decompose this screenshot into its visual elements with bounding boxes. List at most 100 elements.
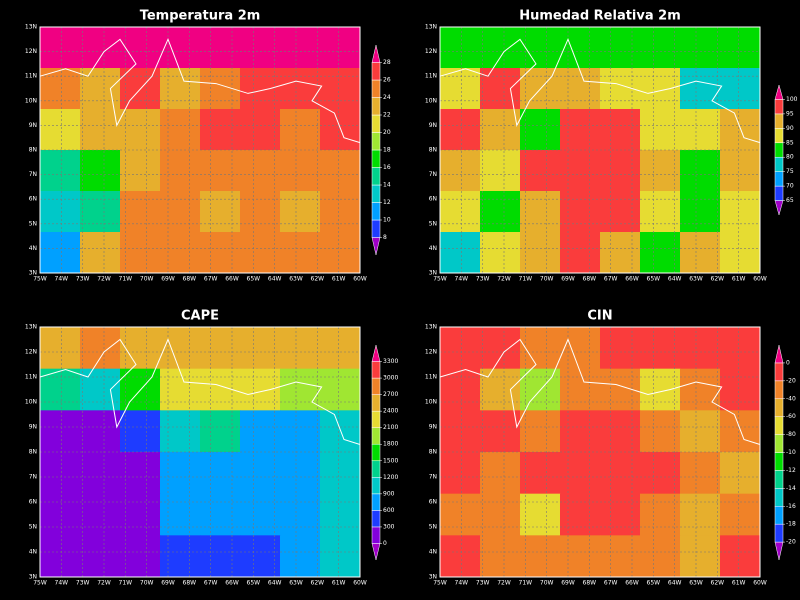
y-tick-label: 10N xyxy=(25,97,37,104)
y-tick-label: 9N xyxy=(429,122,437,129)
field-cell xyxy=(320,68,361,110)
panel-title: CAPE xyxy=(181,309,219,324)
y-tick-label: 5N xyxy=(29,220,37,227)
field-cell xyxy=(160,68,201,110)
field-cell xyxy=(480,109,521,151)
field-cell xyxy=(640,327,681,370)
colorbar-label: 26 xyxy=(383,77,391,84)
field-cell xyxy=(560,68,601,110)
field-cell xyxy=(640,535,681,578)
field-cell xyxy=(480,535,521,578)
field-cell xyxy=(320,493,361,536)
colorbar-tip xyxy=(774,200,784,216)
colorbar-segment xyxy=(774,434,784,453)
colorbar-label: 24 xyxy=(383,94,391,101)
colorbar-tip xyxy=(371,44,381,63)
field-cell xyxy=(600,493,641,536)
x-tick-label: 71W xyxy=(519,276,533,283)
field-cell xyxy=(440,368,481,411)
x-tick-label: 62W xyxy=(311,580,325,587)
y-tick-label: 3N xyxy=(29,574,37,581)
field-cell xyxy=(560,191,601,233)
y-tick-label: 9N xyxy=(29,424,37,431)
field-cell xyxy=(40,109,81,151)
field-cell xyxy=(160,493,201,536)
field-cell xyxy=(200,150,241,192)
field-cell xyxy=(600,191,641,233)
field-cell xyxy=(720,68,761,110)
field-cell xyxy=(720,535,761,578)
field-cell xyxy=(600,410,641,453)
field-cell xyxy=(160,191,201,233)
plot-frame xyxy=(439,26,761,274)
colorbar-label: 100 xyxy=(786,96,798,103)
field-cell xyxy=(560,535,601,578)
y-tick-label: 8N xyxy=(29,147,37,154)
field-cell xyxy=(80,452,121,495)
field-cell xyxy=(640,452,681,495)
y-tick-label: 6N xyxy=(429,499,437,506)
y-tick-label: 8N xyxy=(29,449,37,456)
coastline xyxy=(439,37,761,144)
y-tick-label: 12N xyxy=(25,349,37,356)
field-cell xyxy=(560,150,601,192)
field-cell xyxy=(320,109,361,151)
colorbar-segment xyxy=(371,149,381,168)
field-cell xyxy=(680,327,721,370)
field-cell xyxy=(280,452,321,495)
field-cell xyxy=(440,452,481,495)
colorbar-tip xyxy=(774,84,784,100)
field-cell xyxy=(480,27,521,69)
colorbar-segment xyxy=(371,202,381,221)
field-cell xyxy=(320,535,361,578)
x-tick-label: 61W xyxy=(332,276,346,283)
y-tick-label: 11N xyxy=(425,374,437,381)
x-tick-label: 72W xyxy=(497,580,511,587)
colorbar-label: 14 xyxy=(383,182,391,189)
x-tick-label: 68W xyxy=(583,580,597,587)
field-cell xyxy=(200,452,241,495)
y-tick-label: 4N xyxy=(29,549,37,556)
colorbar-segment xyxy=(371,79,381,98)
x-tick-label: 63W xyxy=(289,580,303,587)
x-tick-label: 66W xyxy=(225,276,239,283)
colorbar-label: 2100 xyxy=(383,424,398,431)
colorbar-segment xyxy=(774,113,784,129)
x-tick-label: 60W xyxy=(353,580,367,587)
colorbar-label: 600 xyxy=(383,507,395,514)
colorbar-label: 90 xyxy=(786,125,794,132)
y-tick-label: 13N xyxy=(25,324,37,331)
field-cell xyxy=(40,232,81,274)
field-cell xyxy=(560,410,601,453)
field-cell xyxy=(440,109,481,151)
field-cell xyxy=(560,493,601,536)
field-cell xyxy=(280,191,321,233)
field-cell xyxy=(40,68,81,110)
colorbar-segment xyxy=(371,443,381,462)
field-cell xyxy=(480,191,521,233)
field-cell xyxy=(600,452,641,495)
x-tick-label: 68W xyxy=(183,276,197,283)
colorbar-label: -80 xyxy=(786,431,796,438)
colorbar-segment xyxy=(371,510,381,528)
colorbar-label: 20 xyxy=(383,129,391,136)
x-tick-label: 65W xyxy=(247,580,261,587)
field-cell xyxy=(640,368,681,411)
colorbar-segment xyxy=(371,394,381,412)
colorbar-segment xyxy=(774,362,784,382)
field-cell xyxy=(720,27,761,69)
field-cell xyxy=(200,109,241,151)
field-cell xyxy=(720,368,761,411)
x-tick-label: 74W xyxy=(455,580,469,587)
field-cell xyxy=(640,191,681,233)
field-cell xyxy=(40,27,81,69)
x-tick-label: 67W xyxy=(204,276,218,283)
field-cell xyxy=(320,410,361,453)
x-tick-label: 63W xyxy=(289,276,303,283)
field-cell xyxy=(520,191,561,233)
x-tick-label: 62W xyxy=(711,580,725,587)
field-cell xyxy=(680,368,721,411)
x-tick-label: 66W xyxy=(225,580,239,587)
colorbar-label: -16 xyxy=(786,503,796,510)
coastline xyxy=(39,37,361,144)
